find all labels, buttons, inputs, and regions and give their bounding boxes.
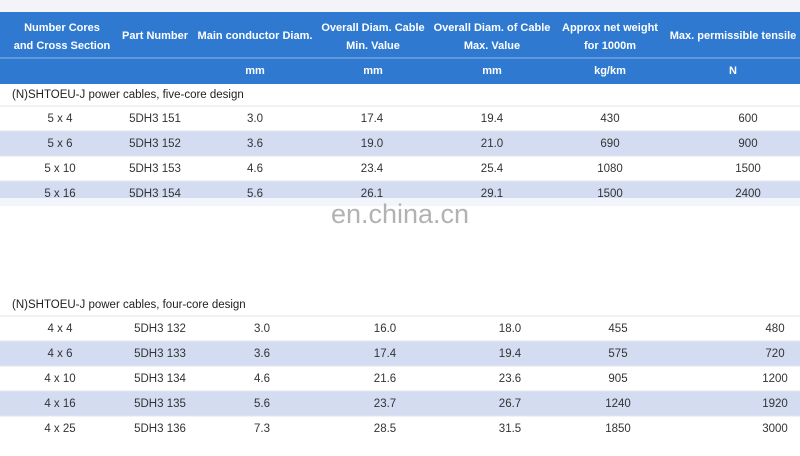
- cell: 480: [765, 323, 784, 335]
- cell: 5DH3 135: [134, 398, 186, 410]
- cell: 7.3: [254, 423, 270, 435]
- header-cell: and Cross Section: [14, 40, 111, 52]
- cell: 4.6: [254, 373, 270, 385]
- cell: 4 x 25: [44, 423, 75, 435]
- cell: 21.6: [374, 373, 396, 385]
- section-title: (N)SHTOEU-J power cables, five-core desi…: [12, 89, 244, 101]
- cell: 4 x 6: [48, 348, 73, 360]
- cell: 5 x 16: [44, 188, 75, 200]
- cell: 905: [608, 373, 627, 385]
- row-bg: [0, 316, 800, 341]
- cell: 4 x 4: [48, 323, 74, 335]
- header-cell: Min. Value: [346, 40, 400, 52]
- cell: 4.6: [247, 163, 263, 175]
- cell: 4 x 10: [44, 373, 75, 385]
- cell: 430: [600, 113, 619, 125]
- cell: 3.0: [254, 323, 270, 335]
- unit-cell: mm: [363, 65, 383, 77]
- unit-cell: mm: [245, 65, 265, 77]
- cell: 575: [608, 348, 627, 360]
- cell: 3000: [762, 423, 788, 435]
- cell: 19.4: [499, 348, 522, 360]
- header-bg: [0, 12, 800, 84]
- cell: 5DH3 132: [134, 323, 186, 335]
- fade: [0, 198, 800, 234]
- cell: 2400: [735, 188, 761, 200]
- cell: 21.0: [481, 138, 503, 150]
- row-bg: [0, 366, 800, 391]
- cell: 23.6: [499, 373, 521, 385]
- unit-cell: kg/km: [594, 65, 626, 77]
- row-bg: [0, 131, 800, 156]
- header-cell: for 1000m: [584, 40, 636, 52]
- header-cell: Part Number: [122, 30, 189, 42]
- cell: 5DH3 134: [134, 373, 186, 385]
- cell: 5DH3 152: [129, 138, 181, 150]
- cell: 3.6: [247, 138, 263, 150]
- header-cell: Overall Diam. Cable: [321, 22, 424, 34]
- cell: 5.6: [247, 188, 263, 200]
- cell: 26.7: [499, 398, 521, 410]
- header-cell: Max. permissible tensile: [670, 30, 797, 42]
- row-bg: [0, 156, 800, 181]
- cell: 600: [738, 113, 757, 125]
- header-cell: Overall Diam. of Cable: [434, 22, 551, 34]
- cell: 5DH3 153: [129, 163, 181, 175]
- cell: 5 x 4: [48, 113, 74, 125]
- cell: 25.4: [481, 163, 504, 175]
- cell: 5 x 6: [48, 138, 73, 150]
- cell: 17.4: [374, 348, 397, 360]
- cell: 1850: [605, 423, 631, 435]
- cell: 5DH3 136: [134, 423, 186, 435]
- cell: 29.1: [481, 188, 503, 200]
- row-bg: [0, 391, 800, 416]
- cell: 4 x 16: [44, 398, 75, 410]
- cell: 1200: [762, 373, 788, 385]
- cell: 5DH3 154: [129, 188, 181, 200]
- top-strip: [0, 0, 800, 12]
- cell: 5DH3 133: [134, 348, 186, 360]
- row-bg: [0, 416, 800, 441]
- cell: 17.4: [361, 113, 384, 125]
- cell: 3.0: [247, 113, 263, 125]
- cell: 690: [600, 138, 619, 150]
- unit-cell: mm: [482, 65, 502, 77]
- cell: 23.4: [361, 163, 384, 175]
- header-cell: Number Cores: [24, 22, 100, 34]
- cell: 31.5: [499, 423, 521, 435]
- cell: 1240: [605, 398, 631, 410]
- header-cell: Main conductor Diam.: [198, 30, 313, 42]
- cell: 3.6: [254, 348, 270, 360]
- row-bg: [0, 106, 800, 131]
- cell: 23.7: [374, 398, 396, 410]
- cell: 26.1: [361, 188, 383, 200]
- header-cell: Max. Value: [464, 40, 520, 52]
- cell: 18.0: [499, 323, 521, 335]
- cell: 1500: [735, 163, 761, 175]
- cell: 16.0: [374, 323, 396, 335]
- cell: 455: [608, 323, 627, 335]
- cell: 1080: [597, 163, 623, 175]
- cell: 5 x 10: [44, 163, 75, 175]
- cell: 900: [738, 138, 757, 150]
- cell: 1920: [762, 398, 788, 410]
- watermark: en.china.cn: [331, 199, 469, 229]
- cell: 720: [765, 348, 784, 360]
- cell: 1500: [597, 188, 623, 200]
- cell: 28.5: [374, 423, 396, 435]
- cell: 5DH3 151: [129, 113, 181, 125]
- section-title: (N)SHTOEU-J power cables, four-core desi…: [12, 299, 246, 311]
- cell: 19.0: [361, 138, 383, 150]
- cell: 5.6: [254, 398, 270, 410]
- header-cell: Approx net weight: [562, 22, 658, 34]
- row-bg: [0, 341, 800, 366]
- cell: 19.4: [481, 113, 504, 125]
- unit-cell: N: [729, 65, 737, 77]
